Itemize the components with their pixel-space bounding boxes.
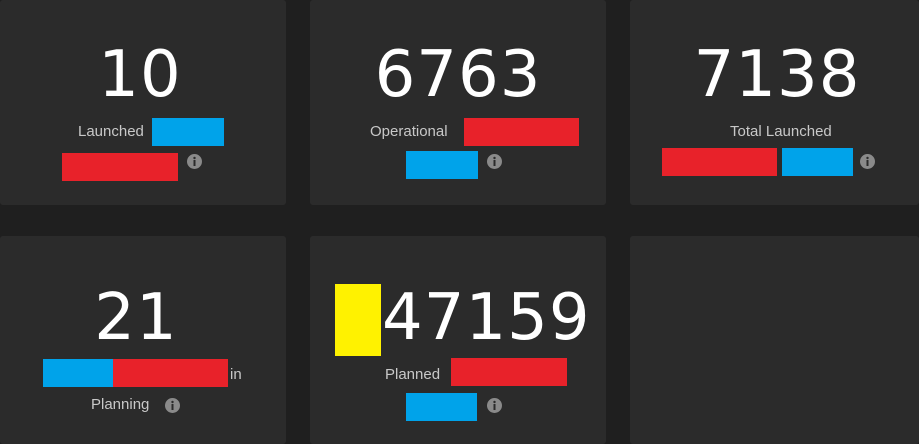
redaction (406, 393, 477, 421)
redaction (62, 153, 178, 181)
stat-label: Operational (370, 123, 448, 140)
info-icon[interactable] (860, 154, 875, 169)
stat-label: Launched (78, 123, 144, 140)
redaction (451, 358, 567, 386)
card: 10 Launched (0, 0, 286, 205)
info-icon[interactable] (487, 154, 502, 169)
stat-value: 21 (94, 281, 178, 355)
info-icon[interactable] (487, 398, 502, 413)
stat-value: 10 (98, 38, 182, 112)
info-icon[interactable] (165, 398, 180, 413)
card: 6763 Operational (310, 0, 606, 205)
stat-label-suffix: in (230, 366, 242, 383)
stat-value: 6763 (374, 38, 542, 112)
card: 47159 Planned (310, 236, 606, 444)
redaction (152, 118, 224, 146)
redaction (113, 359, 228, 387)
stat-value: 47159 (382, 281, 591, 355)
redaction (43, 359, 113, 387)
card: 21 in Planning (0, 236, 286, 444)
stat-value: 7138 (693, 38, 861, 112)
stat-label: Planned (385, 366, 441, 383)
redaction (406, 151, 478, 179)
redaction (782, 148, 853, 176)
redaction (662, 148, 777, 176)
redaction (335, 284, 381, 356)
redaction (464, 118, 579, 146)
stat-label: Total Launched (730, 123, 832, 140)
card: 7138 Total Launched (630, 0, 919, 205)
stat-label: Planning (91, 396, 150, 413)
info-icon[interactable] (187, 154, 202, 169)
card (630, 236, 919, 444)
